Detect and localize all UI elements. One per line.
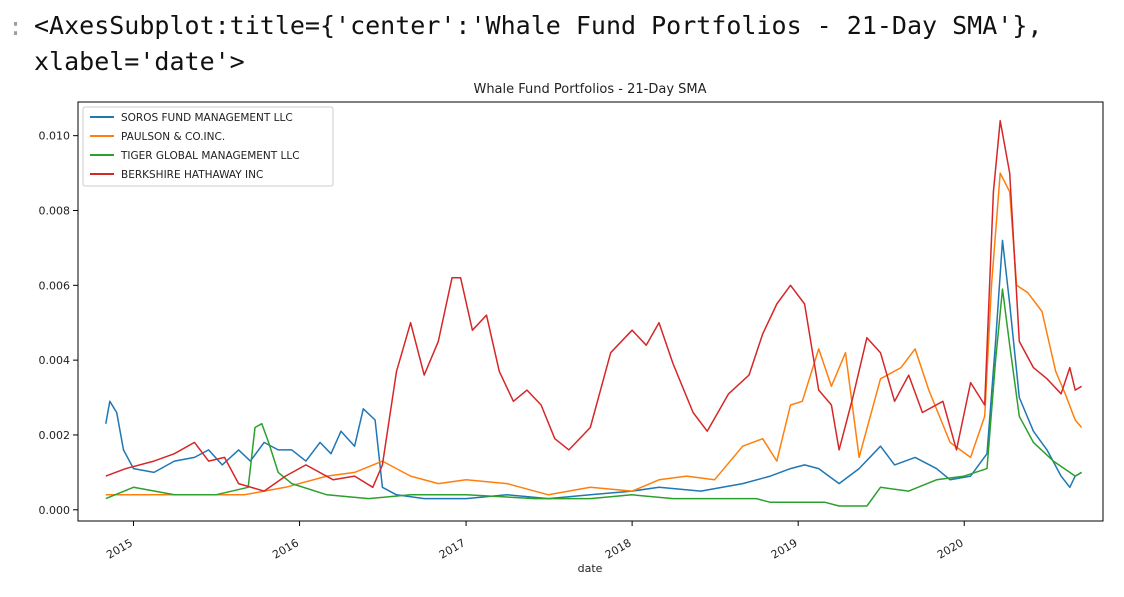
y-tick-label: 0.006: [39, 279, 71, 292]
series-lines: [105, 119, 1083, 507]
x-tick-label: 2019: [769, 536, 800, 561]
y-tick-label: 0.004: [39, 354, 71, 367]
plot-area: [77, 101, 1104, 522]
series-line: [105, 119, 1082, 492]
axes-repr-text: <AxesSubplot:title={'center':'Whale Fund…: [34, 11, 1043, 76]
legend-entry: TIGER GLOBAL MANAGEMENT LLC: [120, 150, 300, 162]
x-tick-label: 2015: [104, 536, 135, 561]
x-axis-label: date: [578, 562, 603, 575]
chart-title: Whale Fund Portfolios - 21-Day SMA: [473, 82, 706, 97]
series-line: [105, 288, 1082, 507]
x-axis: 2015 2016 2017 2018 2019 2020: [104, 521, 966, 562]
y-tick-label: 0.010: [39, 130, 71, 143]
x-tick-label: 2020: [935, 536, 966, 561]
legend: SOROS FUND MANAGEMENT LLC PAULSON & CO.IN…: [82, 106, 334, 187]
legend-entry: SOROS FUND MANAGEMENT LLC: [121, 112, 293, 124]
y-axis: 0.000 0.002 0.004 0.006 0.008 0.010: [39, 130, 78, 517]
y-tick-label: 0.008: [39, 204, 71, 217]
x-tick-label: 2017: [437, 536, 468, 561]
y-tick-label: 0.000: [39, 504, 71, 517]
y-tick-label: 0.002: [39, 429, 71, 442]
output-prompt-marker: :: [8, 12, 24, 41]
series-line: [105, 239, 1082, 500]
legend-entry: PAULSON & CO.INC.: [121, 131, 225, 143]
x-tick-label: 2016: [270, 536, 301, 561]
legend-box: [82, 106, 334, 187]
x-tick-label: 2018: [603, 536, 634, 561]
series-line: [105, 172, 1083, 496]
legend-entry: BERKSHIRE HATHAWAY INC: [121, 169, 263, 181]
